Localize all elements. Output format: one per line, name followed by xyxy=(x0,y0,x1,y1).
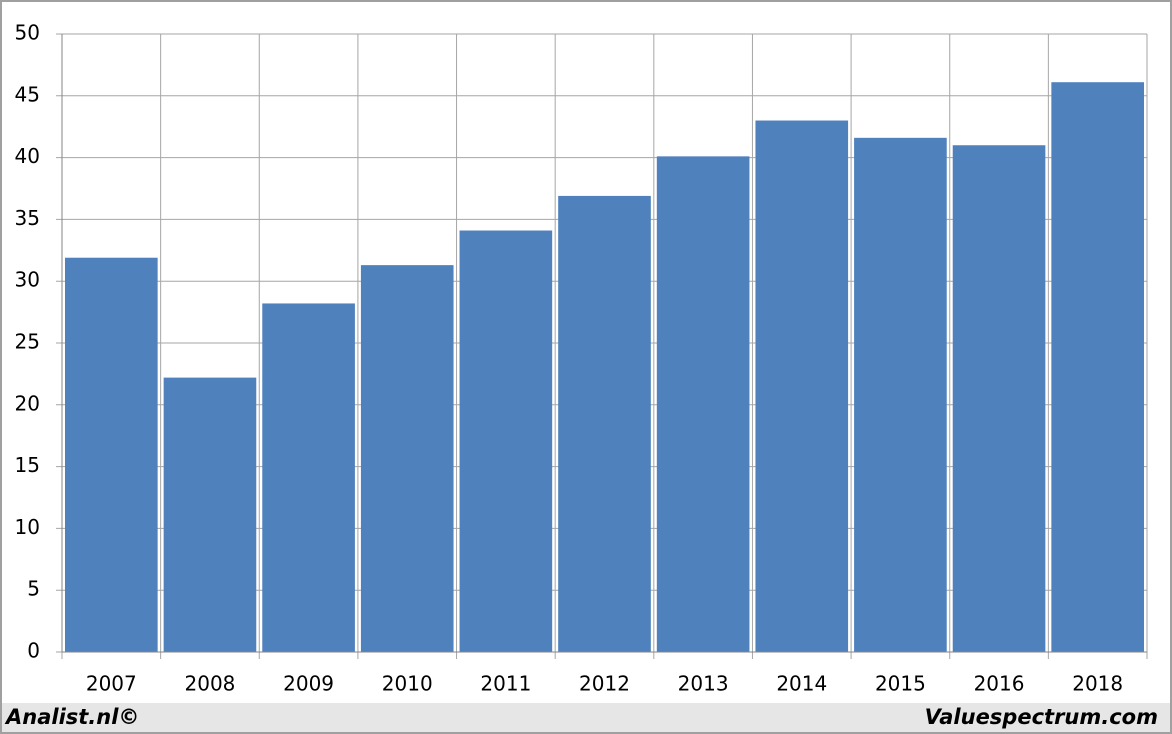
y-tick-label: 15 xyxy=(15,453,40,477)
bar xyxy=(459,230,553,653)
y-tick-label: 0 xyxy=(27,639,40,663)
x-tick-label: 2012 xyxy=(579,672,630,696)
bar xyxy=(65,257,158,652)
footer-right: Valuespectrum.com xyxy=(925,705,1158,729)
bar xyxy=(755,120,849,652)
bar xyxy=(854,137,947,653)
x-tick-label: 2016 xyxy=(974,672,1025,696)
bar xyxy=(262,303,355,652)
x-tick-label: 2008 xyxy=(185,672,236,696)
x-tick-label: 2018 xyxy=(1072,672,1123,696)
bar xyxy=(952,145,1046,653)
y-tick-label: 30 xyxy=(15,268,40,292)
x-tick-label: 2011 xyxy=(480,672,531,696)
x-tick-label: 2014 xyxy=(776,672,827,696)
bar xyxy=(656,156,750,652)
y-tick-label: 25 xyxy=(15,330,40,354)
bar xyxy=(163,377,257,652)
y-tick-label: 5 xyxy=(27,577,40,601)
bar xyxy=(1051,82,1144,653)
x-tick-label: 2007 xyxy=(86,672,137,696)
footer-bar xyxy=(0,703,1172,734)
x-tick-label: 2010 xyxy=(382,672,433,696)
x-tick-label: 2009 xyxy=(283,672,334,696)
y-tick-label: 20 xyxy=(15,391,40,415)
y-tick-label: 50 xyxy=(15,21,40,45)
bar xyxy=(558,195,651,652)
y-tick-label: 35 xyxy=(15,206,40,230)
y-tick-label: 45 xyxy=(15,82,40,106)
x-tick-label: 2013 xyxy=(678,672,729,696)
y-tick-label: 40 xyxy=(15,144,40,168)
y-tick-label: 10 xyxy=(15,515,40,539)
bar xyxy=(360,265,454,652)
x-tick-label: 2015 xyxy=(875,672,926,696)
footer-left: Analist.nl© xyxy=(4,705,139,729)
